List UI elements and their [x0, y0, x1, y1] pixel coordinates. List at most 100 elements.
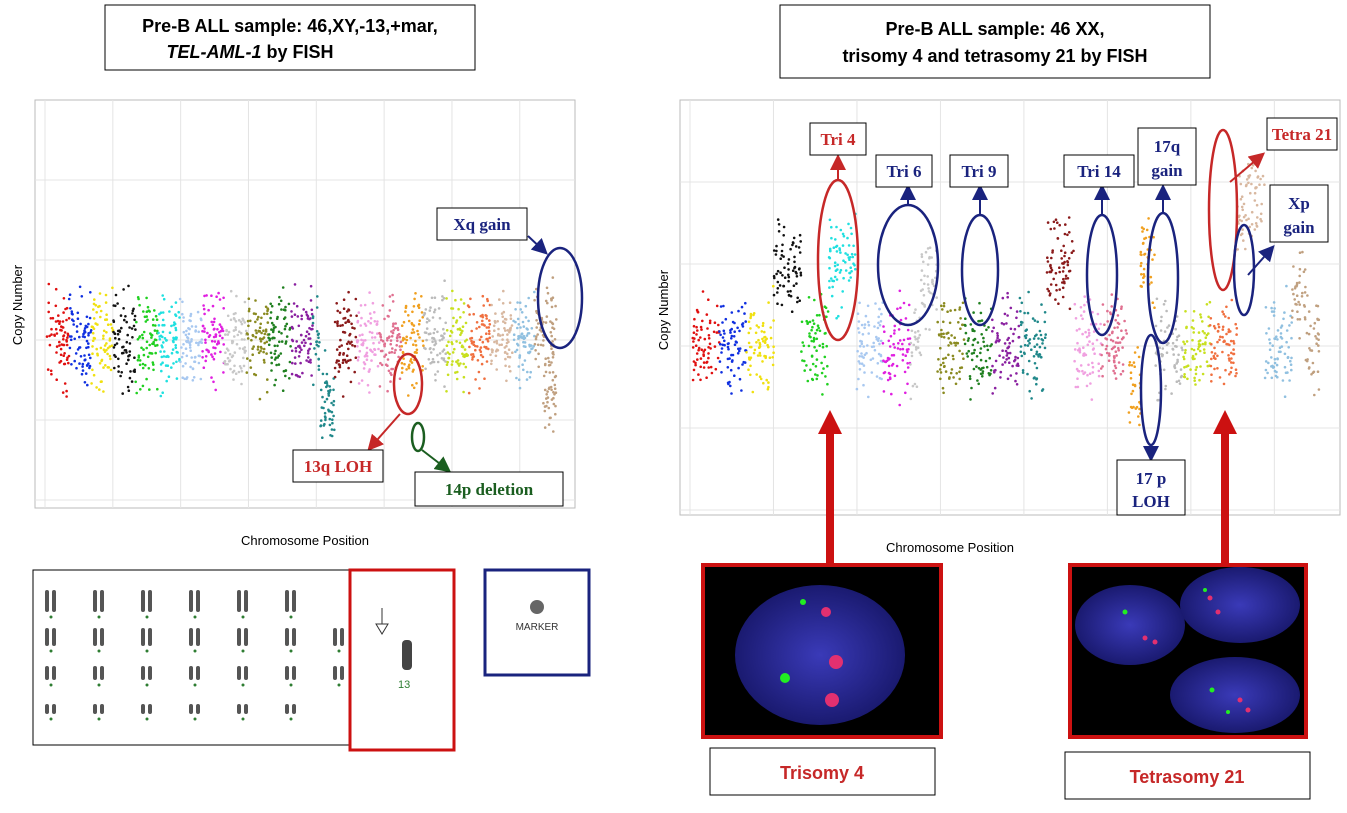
data-point	[58, 361, 61, 364]
data-point	[244, 301, 247, 304]
data-point	[725, 318, 728, 321]
data-point	[875, 336, 878, 339]
data-point	[700, 348, 703, 351]
data-point	[288, 377, 291, 380]
data-point	[896, 365, 899, 368]
data-point	[907, 366, 910, 369]
data-point	[880, 313, 883, 316]
data-point	[172, 340, 175, 343]
annotation: 13q LOH	[304, 457, 373, 476]
data-point	[431, 297, 434, 300]
data-point	[433, 311, 436, 314]
data-point	[84, 331, 87, 334]
data-point	[1239, 219, 1242, 222]
data-point	[788, 258, 791, 261]
data-point	[731, 311, 734, 314]
data-point	[858, 355, 861, 358]
data-point	[212, 324, 215, 327]
data-point	[278, 341, 281, 344]
data-point	[161, 391, 164, 394]
data-point	[257, 316, 260, 319]
data-point	[429, 309, 432, 312]
data-point	[947, 354, 950, 357]
data-point	[386, 339, 389, 342]
data-point	[336, 320, 339, 323]
data-point	[996, 337, 999, 340]
data-point	[753, 352, 756, 355]
data-point	[1200, 316, 1203, 319]
data-point	[1290, 363, 1293, 366]
data-point	[504, 365, 507, 368]
data-point	[793, 237, 796, 240]
data-point	[317, 345, 320, 348]
data-point	[1268, 327, 1271, 330]
data-point	[1117, 349, 1120, 352]
data-point	[1018, 336, 1021, 339]
data-point	[313, 347, 316, 350]
data-point	[1250, 183, 1253, 186]
data-point	[66, 358, 69, 361]
data-point	[1033, 345, 1036, 348]
data-point	[1102, 303, 1105, 306]
data-point	[1193, 349, 1196, 352]
data-point	[1150, 281, 1153, 284]
data-point	[1129, 421, 1132, 424]
data-point	[876, 375, 879, 378]
data-point	[1005, 322, 1008, 325]
data-point	[833, 246, 836, 249]
data-point	[389, 309, 392, 312]
data-point	[810, 329, 813, 332]
data-point	[295, 374, 298, 377]
data-point	[1001, 363, 1004, 366]
data-point	[787, 280, 790, 283]
data-point	[1036, 343, 1039, 346]
data-point	[1209, 324, 1212, 327]
data-point	[1062, 278, 1065, 281]
data-point	[778, 230, 781, 233]
data-point	[1191, 339, 1194, 342]
data-point	[939, 368, 942, 371]
data-point	[822, 367, 825, 370]
signal	[1203, 588, 1207, 592]
data-point	[336, 310, 339, 313]
data-point	[284, 316, 287, 319]
signal	[1246, 708, 1251, 713]
data-point	[878, 308, 881, 311]
data-point	[935, 308, 938, 311]
data-point	[47, 302, 50, 305]
data-point	[1006, 352, 1009, 355]
data-point	[138, 336, 141, 339]
data-point	[1176, 339, 1179, 342]
data-point	[317, 336, 320, 339]
data-point	[1234, 375, 1237, 378]
data-point	[1139, 253, 1142, 256]
data-point	[336, 348, 339, 351]
data-point	[55, 328, 58, 331]
data-point	[291, 350, 294, 353]
data-point	[747, 368, 750, 371]
data-point	[301, 341, 304, 344]
data-point	[263, 361, 266, 364]
data-point	[369, 331, 372, 334]
data-point	[727, 346, 730, 349]
data-point	[423, 347, 426, 350]
data-point	[773, 294, 776, 297]
data-point	[383, 318, 386, 321]
data-point	[921, 255, 924, 258]
data-point	[969, 375, 972, 378]
data-point	[178, 358, 181, 361]
data-point	[1006, 292, 1009, 295]
data-point	[515, 377, 518, 380]
data-point	[201, 350, 204, 353]
data-point	[1273, 310, 1276, 313]
data-point	[195, 342, 198, 345]
data-point	[951, 368, 954, 371]
data-point	[761, 330, 764, 333]
data-point	[1086, 385, 1089, 388]
data-point	[1274, 338, 1277, 341]
data-point	[405, 368, 408, 371]
data-point	[1071, 240, 1074, 243]
data-point	[1057, 302, 1060, 305]
data-point	[1255, 222, 1258, 225]
data-point	[463, 376, 466, 379]
